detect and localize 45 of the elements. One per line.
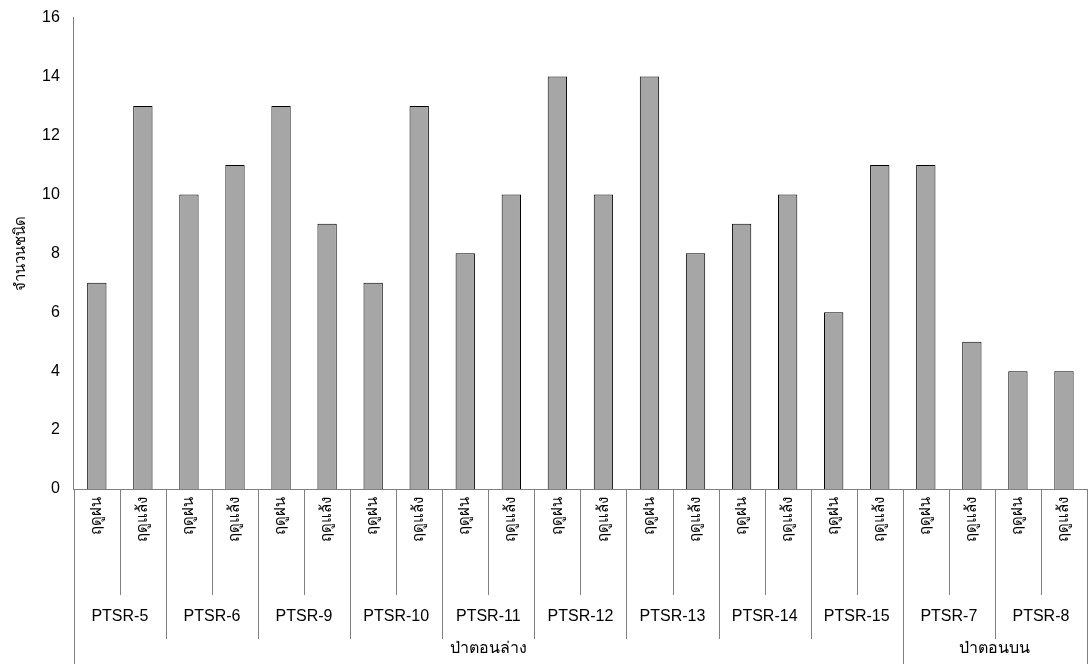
text: ป่าตอนล่าง: [449, 639, 527, 657]
x-tick-label: ฤดูฝน: [455, 497, 474, 535]
text: PTSR-6: [183, 607, 241, 625]
x-tick-label: ฤดูฝน: [363, 497, 382, 535]
y-tick-label: 12: [42, 125, 60, 143]
text: PTSR-7: [920, 607, 978, 625]
x-tick-label: ฤดูแล้ง: [501, 497, 520, 542]
text: ป่าตอนบน: [959, 639, 1031, 657]
y-axis-title: จำนวนชนิด: [11, 215, 29, 291]
x-tick-label: ฤดูฝน: [823, 497, 842, 535]
y-tick-label: 0: [50, 479, 60, 497]
x-tick-label: ฤดูแล้ง: [1054, 497, 1073, 542]
y-tick-label: 2: [50, 420, 60, 438]
text: PTSR-9: [275, 607, 333, 625]
y-tick-label: 6: [50, 302, 60, 320]
text: PTSR-5: [91, 607, 149, 625]
y-tick-label: 16: [42, 8, 60, 26]
y-tick-label: 10: [42, 184, 60, 202]
x-tick-label: ฤดูแล้ง: [317, 497, 336, 542]
text: PTSR-15: [823, 607, 890, 625]
x-tick-label: ฤดูแล้ง: [869, 497, 888, 542]
text: PTSR-13: [639, 607, 706, 625]
text: PTSR-8: [1012, 607, 1070, 625]
x-tick-label: ฤดูแล้ง: [777, 497, 796, 542]
text: PTSR-11: [455, 607, 521, 625]
x-tick-label: ฤดูแล้ง: [133, 497, 152, 542]
x-tick-label: ฤดูแล้ง: [409, 497, 428, 542]
y-tick-label: 4: [50, 361, 60, 379]
x-tick-label: ฤดูแล้ง: [225, 497, 244, 542]
x-tick-label: ฤดูฝน: [86, 497, 105, 535]
x-tick-label: ฤดูฝน: [271, 497, 290, 535]
x-tick-label: ฤดูแล้ง: [962, 497, 980, 542]
x-tick-label: ฤดูแล้ง: [593, 497, 612, 542]
y-tick-label: 14: [42, 66, 60, 84]
x-tick-label: ฤดูฝน: [639, 497, 658, 535]
text: PTSR-14: [731, 607, 798, 625]
x-tick-label: ฤดูฝน: [547, 497, 566, 535]
x-tick-label: ฤดูฝน: [179, 497, 198, 535]
x-tick-label: ฤดูฝน: [1008, 497, 1027, 535]
text: PTSR-12: [547, 607, 614, 625]
y-tick-label: 8: [50, 243, 60, 261]
text: PTSR-10: [363, 607, 430, 625]
x-tick-label: ฤดูแล้ง: [685, 497, 704, 542]
x-tick-label: ฤดูฝน: [915, 497, 934, 535]
x-tick-label: ฤดูฝน: [731, 497, 750, 535]
